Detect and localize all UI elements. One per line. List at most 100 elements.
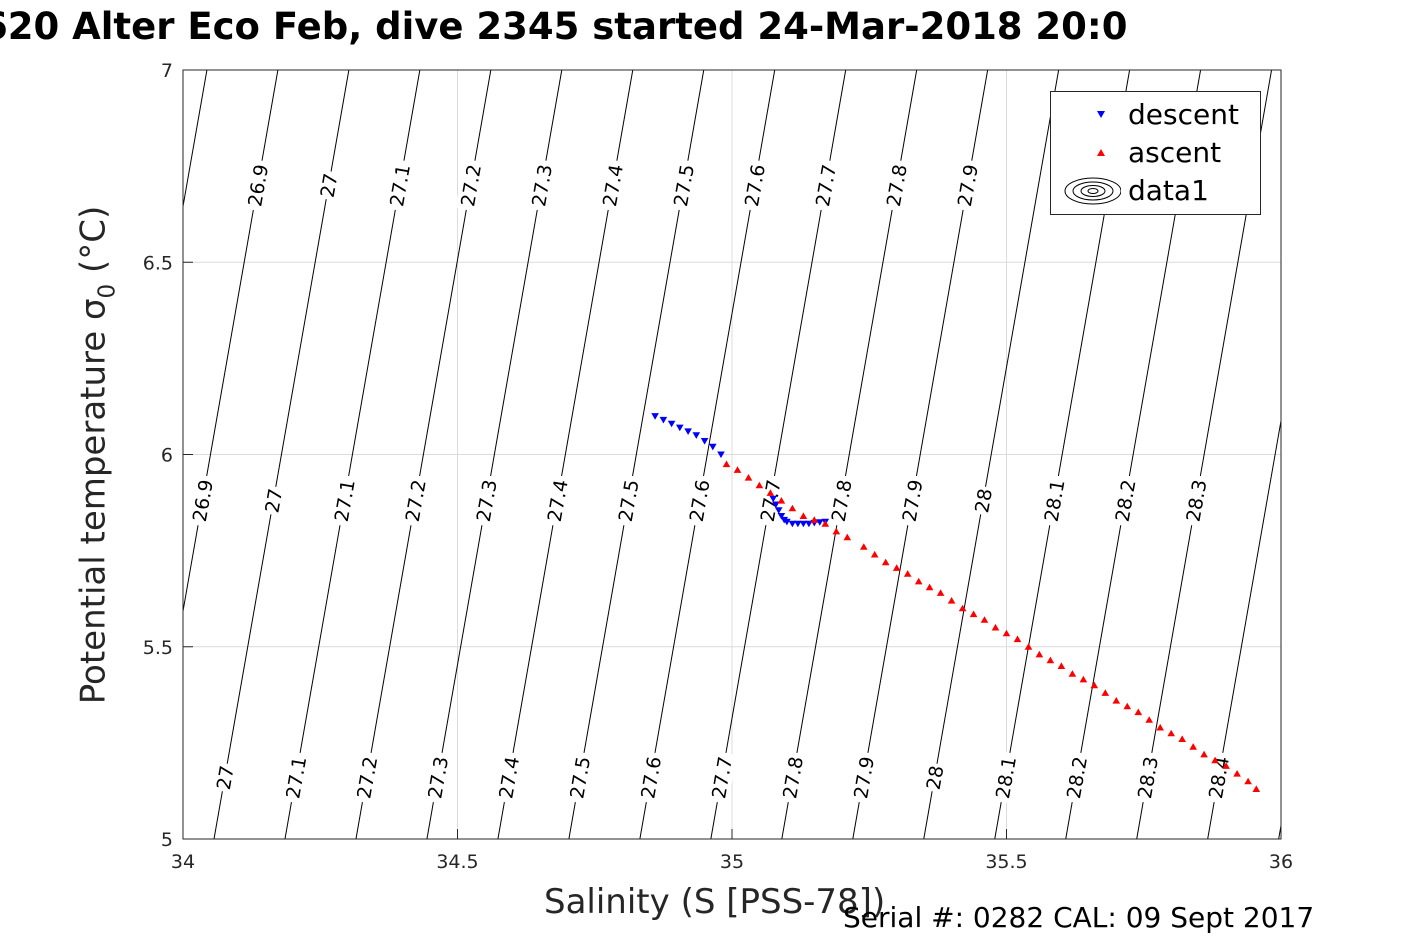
contour-label: 27.8 — [828, 478, 857, 523]
contour-label-group: 27.9 — [848, 750, 879, 805]
contour-label-group: 27.1 — [329, 474, 360, 528]
ascent-marker — [777, 497, 786, 504]
descent-marker — [799, 520, 808, 528]
contour-label-bg — [493, 750, 524, 805]
contour-label: 27.8 — [779, 755, 808, 800]
ascent-marker — [843, 533, 852, 541]
contour-label-group: 27.7 — [810, 158, 841, 212]
descent-marker — [788, 520, 797, 528]
contour-label-bg — [187, 474, 218, 528]
y-tick-label: 6.5 — [143, 252, 173, 274]
legend-item-data1: data1 — [1051, 172, 1260, 210]
contour-label-group: 27.2 — [400, 474, 431, 528]
contour-label-bg — [921, 761, 948, 794]
ascent-marker — [1013, 635, 1022, 643]
descent-marker — [769, 495, 777, 503]
contour-label: 27.3 — [424, 755, 453, 800]
contour-label-group: 27 — [260, 484, 287, 517]
contour-label: 27 — [317, 172, 343, 200]
contour-line — [923, 70, 1060, 839]
contour-label-group: 27.1 — [280, 750, 311, 805]
ascent-marker — [1123, 702, 1132, 710]
ascent-marker — [1189, 743, 1197, 750]
tick-labels: 34 34.5 35 35.5 36 5 5.5 6 6.5 7 — [143, 60, 1293, 873]
ascent-marker — [832, 527, 841, 535]
ascent-marker — [1167, 729, 1175, 737]
x-tick-label: 34.5 — [436, 851, 478, 873]
legend-item-descent: descent — [1051, 96, 1260, 134]
ascent-marker — [1002, 629, 1011, 637]
contour-label: 27 — [261, 487, 287, 515]
contour-label: 27.7 — [708, 755, 737, 800]
contour-label: 27.1 — [331, 478, 360, 523]
contour-label: 27.4 — [544, 478, 573, 523]
contour-labels: 26.9 27 27.1 27.2 27.3 27.4 27.5 27.6 27.7 27.8 27… — [187, 158, 1234, 805]
ascent-marker — [1057, 662, 1066, 669]
series-ascent — [722, 460, 1261, 792]
ascent-marker — [892, 564, 901, 571]
contour-label-bg — [455, 158, 486, 212]
contour-label: 27.9 — [899, 478, 928, 523]
ascent-marker — [1035, 650, 1044, 658]
contour-label: 27.5 — [670, 163, 699, 208]
ascent-marker — [1211, 756, 1219, 764]
descent-marker — [794, 520, 802, 528]
ascent-marker — [766, 489, 775, 496]
ascent-marker — [1222, 762, 1230, 769]
contour-icon — [1064, 177, 1121, 205]
contour-label-bg — [1038, 474, 1070, 528]
contour-label: 27.6 — [686, 478, 715, 523]
legend-item-ascent: ascent — [1051, 134, 1260, 172]
contour-label-bg — [848, 750, 879, 805]
contour-label: 27.3 — [528, 163, 557, 208]
contour-label-group: 26.9 — [187, 474, 218, 528]
contour-label-group: 27.2 — [351, 750, 382, 805]
contour-label: 28.1 — [1041, 478, 1070, 523]
contour-label-bg — [810, 158, 841, 212]
contour-label: 27.5 — [615, 478, 644, 523]
contour-label-bg — [526, 158, 557, 212]
y-tick-label: 5 — [161, 829, 173, 851]
contour-label-bg — [400, 474, 431, 528]
contour-label-group: 27.7 — [706, 750, 737, 805]
contour-label: 27.9 — [954, 163, 983, 208]
contour-label-bg — [668, 158, 699, 212]
descent-marker — [667, 420, 676, 428]
contour-label-group: 28.3 — [1132, 750, 1163, 805]
ascent-marker — [860, 543, 868, 550]
contour-line — [1278, 822, 1281, 839]
contour-label-group: 27.4 — [542, 474, 573, 528]
contour-label-bg — [1109, 474, 1141, 528]
contour-label-bg — [969, 484, 997, 517]
contour-label: 27.5 — [566, 755, 595, 800]
contour-label-group: 28.1 — [990, 750, 1021, 805]
contour-label: 27.2 — [402, 478, 431, 523]
contour-line — [1207, 417, 1281, 839]
contour-label-group: 27 — [211, 761, 239, 794]
x-axis-label: Salinity (S [PSS-78]) — [544, 882, 886, 922]
contour-label: 27.7 — [812, 163, 841, 208]
contour-label: 27.4 — [599, 163, 628, 208]
contour-label-bg — [896, 474, 928, 528]
contour-line — [1350, 70, 1417, 839]
ascent-marker — [755, 481, 764, 489]
descent-marker — [816, 519, 824, 526]
contour-label-bg — [384, 158, 415, 212]
descent-marker — [651, 413, 659, 420]
legend: descent ascent data1 — [1050, 91, 1261, 215]
contour-label: 28.1 — [992, 755, 1021, 800]
contour-label-bg — [280, 750, 311, 805]
data-series — [651, 413, 1261, 792]
contour-label-group: 27.3 — [422, 750, 453, 805]
contour-label-group: 28.1 — [1038, 474, 1070, 528]
contour-label-group: 27.5 — [564, 750, 595, 805]
descent-marker — [805, 520, 813, 528]
contour-label: 28.2 — [1063, 755, 1092, 800]
contour-label: 27.4 — [495, 755, 524, 800]
ascent-marker — [991, 623, 1000, 631]
contour-label-bg — [881, 158, 912, 212]
contour-label-group: 27 — [315, 169, 343, 201]
ascent-marker — [870, 550, 879, 558]
contour-label-group: 26.9 — [242, 158, 273, 212]
chart-title: 620 Alter Eco Feb, dive 2345 started 24-… — [0, 8, 1128, 45]
